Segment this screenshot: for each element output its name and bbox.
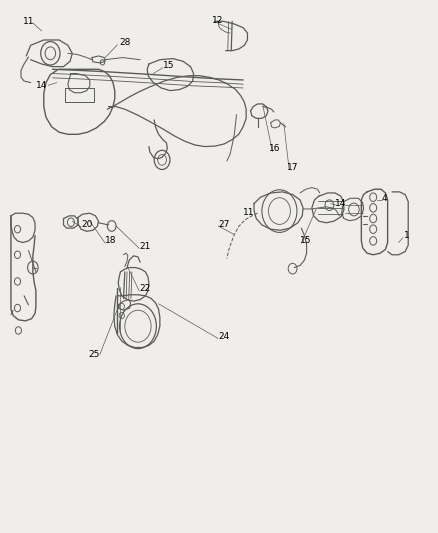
Text: 21: 21: [140, 242, 151, 251]
Text: 17: 17: [287, 163, 298, 172]
Text: 14: 14: [36, 81, 47, 90]
Text: 11: 11: [243, 208, 254, 216]
Text: 4: 4: [382, 194, 387, 203]
Text: 20: 20: [81, 221, 92, 229]
Text: 22: 22: [140, 285, 151, 293]
Text: 27: 27: [219, 221, 230, 229]
Text: 1: 1: [403, 231, 410, 240]
Text: 14: 14: [335, 199, 346, 208]
Text: 18: 18: [105, 237, 116, 245]
Text: 28: 28: [119, 38, 131, 47]
Text: 15: 15: [300, 237, 311, 245]
Text: 16: 16: [269, 144, 281, 152]
Text: 12: 12: [212, 16, 224, 25]
Text: 25: 25: [88, 350, 100, 359]
Text: 11: 11: [23, 17, 34, 26]
Text: 15: 15: [163, 61, 174, 69]
Text: 24: 24: [219, 333, 230, 341]
